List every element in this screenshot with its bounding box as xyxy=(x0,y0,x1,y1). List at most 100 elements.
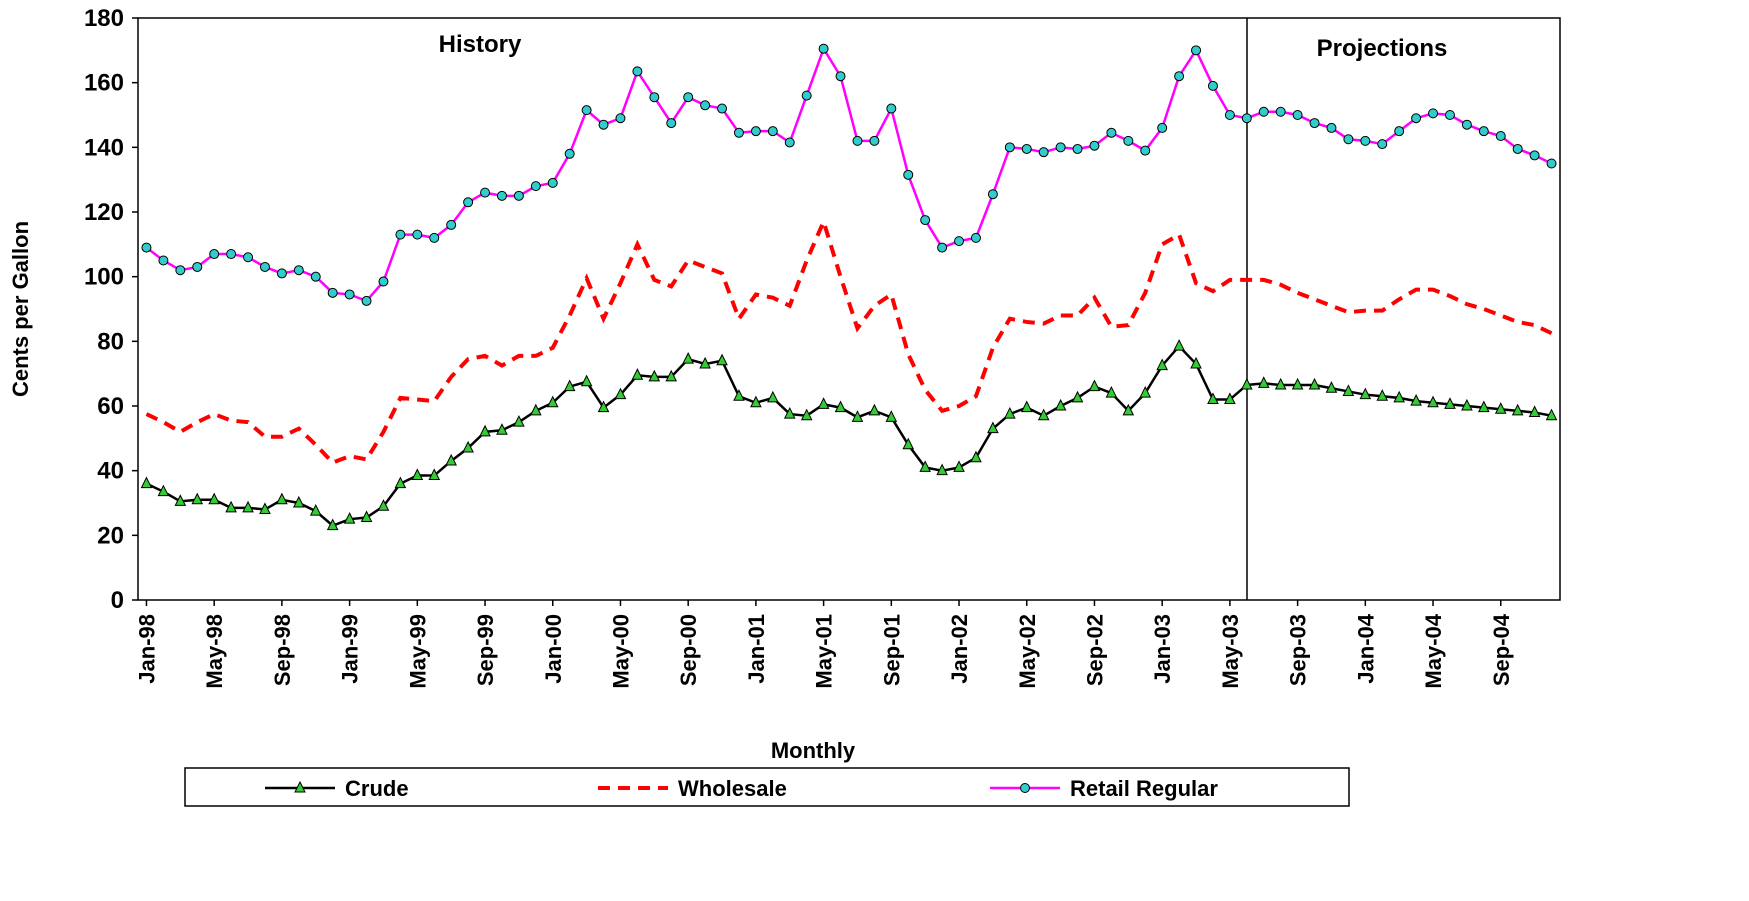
marker xyxy=(1529,150,1540,161)
plot-frame xyxy=(137,17,1561,601)
marker xyxy=(1275,106,1286,117)
x-tick-label: May-02 xyxy=(1015,614,1040,689)
marker xyxy=(936,463,948,476)
marker xyxy=(817,397,830,409)
marker xyxy=(1055,142,1066,153)
marker xyxy=(157,484,170,497)
marker xyxy=(733,127,744,138)
marker xyxy=(1343,134,1354,145)
series-line xyxy=(145,45,1553,303)
marker xyxy=(581,105,592,116)
marker xyxy=(666,118,677,129)
marker xyxy=(513,415,525,427)
marker xyxy=(513,190,524,201)
marker xyxy=(1461,398,1473,411)
marker xyxy=(209,249,220,260)
marker xyxy=(851,410,864,422)
marker xyxy=(818,43,829,54)
marker xyxy=(1071,390,1084,403)
marker xyxy=(1495,131,1506,142)
marker xyxy=(1360,135,1371,146)
legend-label: Wholesale xyxy=(678,776,787,801)
marker xyxy=(1274,377,1287,390)
marker xyxy=(141,242,152,253)
marker xyxy=(648,369,661,382)
marker xyxy=(225,500,237,513)
marker xyxy=(580,374,593,387)
marker xyxy=(1308,377,1321,390)
marker xyxy=(1190,356,1202,369)
marker xyxy=(496,423,508,435)
x-tick-label: Jan-99 xyxy=(338,614,363,684)
legend-marker xyxy=(1020,783,1030,793)
y-tick-label: 180 xyxy=(84,5,124,32)
marker xyxy=(1241,113,1252,124)
y-tick-label: 40 xyxy=(97,458,124,485)
marker xyxy=(937,242,948,253)
marker xyxy=(343,512,356,524)
marker xyxy=(158,255,169,266)
marker xyxy=(530,403,542,416)
marker xyxy=(1511,403,1524,416)
marker xyxy=(1292,110,1303,120)
marker xyxy=(835,71,846,82)
marker xyxy=(242,500,254,513)
marker xyxy=(394,476,407,489)
marker xyxy=(800,408,813,421)
marker xyxy=(496,190,507,201)
x-tick-label: May-98 xyxy=(202,614,227,689)
marker xyxy=(885,410,898,422)
marker xyxy=(1174,71,1185,82)
marker xyxy=(1020,400,1033,413)
marker xyxy=(1461,119,1472,130)
marker xyxy=(1444,110,1455,120)
marker xyxy=(1105,385,1118,398)
marker xyxy=(852,135,863,146)
marker xyxy=(683,92,694,103)
marker xyxy=(1394,126,1405,137)
marker xyxy=(834,400,847,413)
x-tick-label: Sep-00 xyxy=(676,614,701,686)
x-tick-label: Jan-98 xyxy=(134,614,159,684)
marker xyxy=(140,476,153,489)
marker xyxy=(1257,376,1270,388)
marker xyxy=(801,90,812,101)
marker xyxy=(293,265,304,276)
x-axis-label: Monthly xyxy=(771,738,856,763)
marker xyxy=(1021,143,1032,154)
marker xyxy=(1444,397,1456,409)
y-tick-label: 140 xyxy=(84,134,124,161)
marker xyxy=(597,400,610,413)
x-tick-label: May-01 xyxy=(812,614,837,689)
x-tick-label: Sep-02 xyxy=(1082,614,1107,686)
x-tick-label: Sep-04 xyxy=(1489,613,1514,686)
marker xyxy=(750,395,762,408)
marker xyxy=(1123,135,1134,146)
marker xyxy=(1157,122,1168,133)
marker xyxy=(1037,408,1050,421)
marker xyxy=(987,189,998,200)
marker xyxy=(326,518,339,531)
x-tick-label: Jan-00 xyxy=(541,614,566,684)
y-axis-label: Cents per Gallon xyxy=(8,221,33,397)
annotation: History xyxy=(439,31,522,58)
x-tick-label: May-03 xyxy=(1218,614,1243,689)
marker xyxy=(563,379,576,392)
marker xyxy=(1038,147,1049,158)
marker xyxy=(1512,143,1523,154)
marker xyxy=(564,148,575,159)
marker xyxy=(344,289,355,300)
marker xyxy=(377,499,390,511)
marker xyxy=(479,424,491,437)
marker xyxy=(1258,106,1269,117)
marker xyxy=(428,468,441,481)
marker xyxy=(446,219,457,230)
marker xyxy=(361,295,372,306)
marker xyxy=(632,66,643,77)
marker xyxy=(1478,400,1490,413)
legend xyxy=(184,767,1350,807)
marker xyxy=(717,103,728,114)
marker xyxy=(784,137,795,148)
marker xyxy=(174,494,187,506)
marker xyxy=(1478,126,1489,137)
